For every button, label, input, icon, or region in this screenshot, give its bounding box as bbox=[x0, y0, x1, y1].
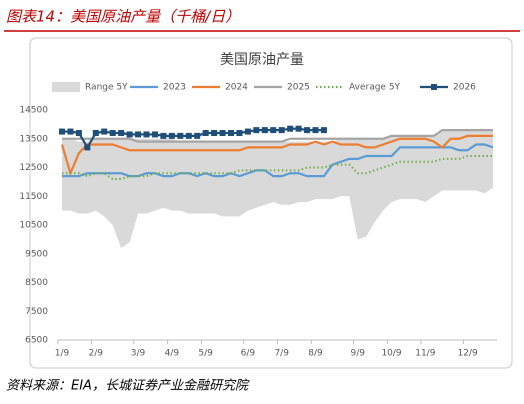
point-marker bbox=[219, 130, 226, 136]
point-marker bbox=[278, 127, 285, 134]
source-note: 资料来源：EIA，长城证券产业金融研究院 bbox=[6, 378, 250, 394]
point-marker bbox=[126, 131, 133, 138]
x-tick-label: 4/9 bbox=[165, 349, 180, 359]
y-tick-label: 12500 bbox=[19, 163, 48, 173]
figure-title: 图表14：美国原油产量（千桶/日） bbox=[6, 8, 240, 26]
point-marker bbox=[177, 132, 184, 139]
y-tick-label: 14500 bbox=[19, 106, 48, 116]
point-marker bbox=[261, 127, 268, 134]
legend-marker bbox=[431, 84, 437, 90]
point-marker bbox=[320, 127, 327, 134]
point-marker bbox=[84, 144, 91, 151]
point-marker bbox=[236, 130, 243, 136]
series-line bbox=[60, 134, 493, 177]
y-tick-label: 9500 bbox=[25, 249, 48, 259]
point-marker bbox=[118, 130, 125, 136]
y-tick-label: 11500 bbox=[19, 192, 48, 202]
point-marker bbox=[228, 130, 234, 136]
y-tick-label: 7500 bbox=[25, 307, 48, 317]
point-marker bbox=[59, 128, 65, 135]
legend-label: Range 5Y bbox=[85, 83, 128, 93]
point-marker bbox=[253, 127, 260, 134]
chart-frame bbox=[29, 37, 513, 369]
x-tick-label: 10/9 bbox=[381, 349, 401, 359]
y-tick-label: 8500 bbox=[25, 278, 48, 288]
legend-swatch bbox=[52, 82, 80, 92]
chart-title: 美国原油产量 bbox=[220, 52, 304, 68]
point-marker bbox=[151, 131, 158, 138]
y-tick-label: 6500 bbox=[25, 336, 48, 346]
point-marker bbox=[67, 128, 74, 135]
x-tick-label: 5/9 bbox=[198, 349, 213, 359]
legend-label: 2025 bbox=[287, 83, 310, 93]
point-marker bbox=[185, 132, 192, 139]
legend-label: Average 5Y bbox=[349, 83, 401, 93]
point-marker bbox=[109, 130, 116, 136]
x-tick-label: 7/9 bbox=[274, 349, 289, 359]
x-tick-label: 9/9 bbox=[351, 349, 366, 359]
point-marker bbox=[287, 125, 294, 132]
point-marker bbox=[160, 132, 167, 139]
y-tick-label: 13500 bbox=[19, 134, 48, 144]
point-marker bbox=[295, 125, 302, 132]
point-marker bbox=[135, 131, 142, 138]
point-marker bbox=[270, 127, 277, 134]
y-tick-label: 10500 bbox=[19, 221, 48, 231]
point-marker bbox=[143, 131, 150, 138]
x-tick-label: 12/9 bbox=[457, 349, 477, 359]
point-marker bbox=[211, 130, 218, 136]
x-tick-label: 8/9 bbox=[308, 349, 323, 359]
series-line bbox=[62, 129, 493, 143]
x-tick-label: 6/9 bbox=[241, 349, 256, 359]
x-tick-label: 1/9 bbox=[55, 349, 70, 359]
legend-label: 2023 bbox=[163, 83, 186, 93]
legend-label: 2024 bbox=[225, 83, 248, 93]
range-area bbox=[62, 130, 493, 248]
series-line bbox=[62, 143, 494, 178]
x-tick-label: 2/9 bbox=[89, 349, 104, 359]
point-marker bbox=[194, 132, 201, 139]
x-tick-label: 3/9 bbox=[131, 349, 146, 359]
x-tick-label: 11/9 bbox=[415, 349, 435, 359]
point-marker bbox=[304, 127, 311, 134]
point-marker bbox=[312, 127, 319, 134]
point-marker bbox=[202, 130, 209, 136]
point-marker bbox=[244, 128, 251, 135]
point-marker bbox=[75, 130, 82, 136]
point-marker bbox=[92, 130, 99, 136]
point-marker bbox=[168, 132, 175, 139]
point-marker bbox=[101, 128, 108, 135]
legend-label: 2026 bbox=[453, 83, 476, 93]
